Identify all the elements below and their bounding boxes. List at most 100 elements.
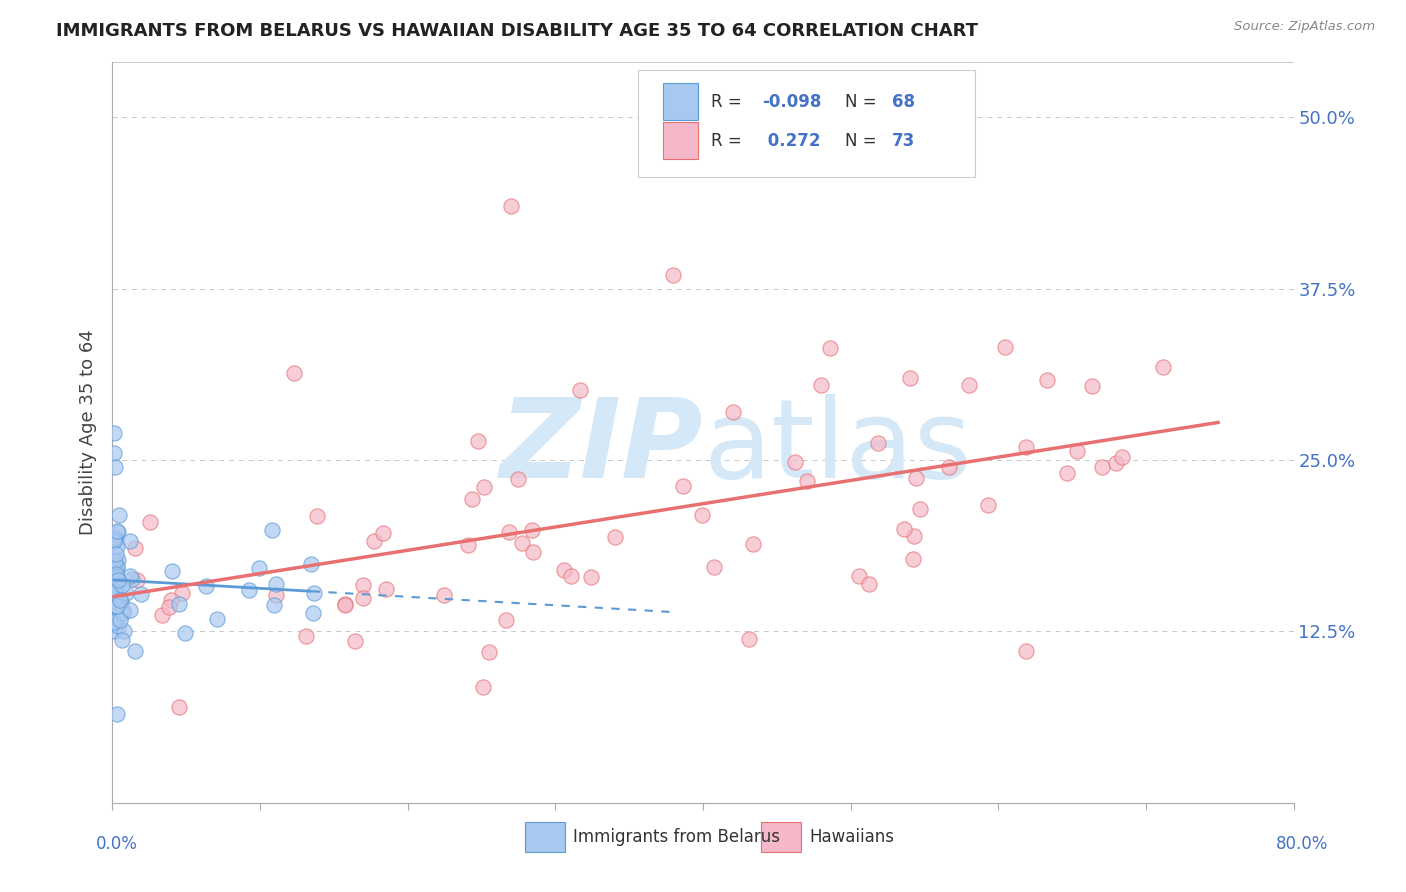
Text: 68: 68 (891, 93, 915, 111)
Point (785, 455, 807, 469)
Point (903, 529, 925, 543)
Point (901, 551, 924, 566)
Point (262, 524, 284, 538)
Point (108, 593, 131, 607)
Y-axis label: Disability Age 35 to 64: Disability Age 35 to 64 (79, 330, 97, 535)
Point (104, 570, 127, 584)
Point (263, 598, 285, 612)
Point (105, 595, 128, 609)
Point (105, 599, 128, 613)
Point (433, 589, 456, 603)
Point (1056, 466, 1078, 480)
Point (160, 564, 183, 578)
Point (1015, 643, 1038, 657)
Point (498, 524, 520, 539)
Point (1152, 360, 1174, 375)
Point (495, 613, 517, 627)
Point (103, 534, 125, 549)
Text: Source: ZipAtlas.com: Source: ZipAtlas.com (1234, 20, 1375, 33)
Point (703, 560, 725, 574)
Point (104, 585, 127, 599)
Point (159, 593, 181, 607)
Point (110, 613, 132, 627)
Point (103, 558, 125, 573)
Point (105, 570, 128, 584)
Point (129, 587, 152, 601)
Point (105, 539, 128, 553)
Point (105, 547, 128, 561)
Point (283, 367, 305, 381)
Point (139, 516, 162, 530)
Point (1015, 440, 1038, 454)
Point (333, 598, 356, 612)
Point (107, 524, 129, 539)
Point (467, 434, 489, 449)
Point (125, 573, 148, 587)
FancyBboxPatch shape (524, 822, 565, 852)
Point (103, 425, 125, 440)
Point (104, 624, 127, 639)
Point (522, 524, 544, 538)
Point (120, 533, 142, 548)
Point (510, 536, 533, 550)
Point (111, 632, 134, 647)
Point (103, 561, 125, 575)
Point (103, 531, 125, 545)
Point (295, 629, 318, 643)
Text: R =: R = (711, 93, 747, 111)
Point (107, 596, 129, 610)
Point (1035, 373, 1057, 387)
Point (692, 508, 714, 522)
Point (868, 435, 890, 450)
Point (264, 588, 287, 602)
Point (264, 577, 287, 591)
Point (957, 377, 980, 392)
Point (107, 590, 129, 604)
Point (107, 573, 129, 587)
Point (522, 544, 544, 558)
Point (124, 541, 146, 555)
Point (352, 591, 374, 605)
Point (352, 577, 374, 591)
Point (568, 384, 591, 398)
Text: 0.0%: 0.0% (96, 835, 138, 853)
Point (343, 634, 366, 648)
Point (848, 569, 870, 583)
Point (721, 405, 744, 419)
Point (1111, 450, 1133, 464)
Text: 0.272: 0.272 (762, 132, 821, 150)
Point (195, 579, 218, 593)
Point (810, 377, 832, 392)
Point (457, 537, 479, 551)
Point (110, 593, 132, 607)
Point (103, 615, 125, 629)
Point (501, 199, 523, 213)
Point (938, 459, 960, 474)
Point (104, 580, 127, 594)
Point (994, 340, 1017, 354)
Point (104, 459, 127, 474)
Point (478, 645, 501, 659)
Text: atlas: atlas (703, 394, 972, 501)
Text: ZIP: ZIP (499, 394, 703, 501)
Point (107, 619, 129, 633)
Point (103, 593, 125, 607)
Point (150, 607, 173, 622)
Point (858, 577, 880, 591)
Point (105, 560, 128, 574)
Point (908, 502, 931, 516)
Point (553, 563, 575, 577)
Text: -0.098: -0.098 (762, 93, 821, 111)
Point (205, 612, 228, 626)
Point (1091, 459, 1114, 474)
Point (121, 572, 143, 586)
Text: 73: 73 (891, 132, 915, 150)
Point (112, 607, 135, 621)
Point (1066, 443, 1088, 458)
Point (905, 471, 928, 485)
Point (335, 598, 357, 612)
Point (893, 522, 915, 536)
Point (363, 534, 385, 549)
Point (105, 566, 128, 581)
Point (169, 597, 191, 611)
